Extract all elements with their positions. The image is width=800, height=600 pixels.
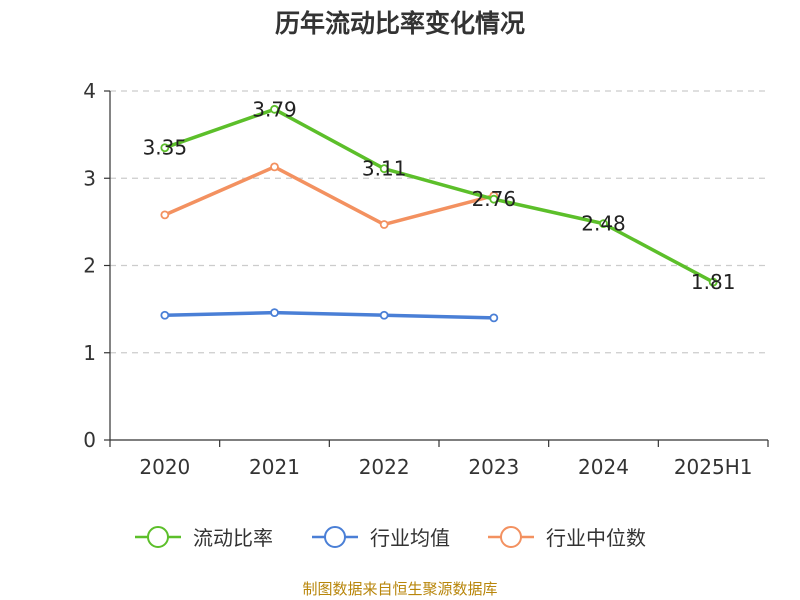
- x-tick-label: 2024: [578, 455, 629, 479]
- axes: 0 1 2 3 4 2020 2021 2022 2023 2024 2025H1: [83, 79, 769, 479]
- legend-item: 流动比率: [135, 526, 273, 550]
- data-label: 2.76: [472, 187, 517, 211]
- y-tick-label: 1: [83, 341, 96, 365]
- y-tick-label: 2: [83, 254, 96, 278]
- data-point: [379, 164, 389, 174]
- data-point: [489, 313, 499, 323]
- data-point: [270, 104, 279, 114]
- data-label: 3.79: [252, 97, 297, 121]
- x-tick-label: 2021: [249, 455, 300, 479]
- legend-marker: [500, 526, 522, 548]
- data-point: [160, 143, 170, 153]
- series: [160, 104, 718, 323]
- series-line: [164, 107, 714, 284]
- legend-label: 流动比率: [193, 526, 273, 550]
- series-line: [164, 310, 494, 320]
- data-labels: 3.35 3.79 3.11 2.76 2.48 1.81: [143, 97, 736, 294]
- series-line: [164, 165, 495, 227]
- data-point: [270, 162, 279, 172]
- legend-label: 行业均值: [370, 526, 450, 550]
- legend: 流动比率 行业均值 行业中位数: [135, 526, 646, 550]
- legend-label: 行业中位数: [546, 526, 646, 550]
- data-label: 2.48: [581, 212, 626, 236]
- source-footer: 制图数据来自恒生聚源数据库: [302, 580, 498, 598]
- data-point: [270, 308, 279, 318]
- legend-marker: [324, 526, 346, 548]
- data-label: 3.35: [143, 136, 188, 160]
- data-point: [489, 194, 499, 204]
- data-point: [379, 310, 389, 320]
- data-point: [160, 210, 170, 220]
- y-tick-label: 0: [83, 428, 96, 452]
- x-tick-label: 2025H1: [674, 455, 753, 479]
- data-point: [708, 277, 718, 287]
- data-point: [160, 310, 170, 320]
- x-tick-label: 2020: [139, 455, 190, 479]
- data-point: [599, 219, 608, 229]
- legend-marker: [147, 526, 169, 548]
- y-tick-label: 4: [83, 79, 96, 103]
- y-tick-label: 3: [83, 166, 96, 190]
- data-label: 3.11: [362, 157, 407, 181]
- data-label: 1.81: [691, 270, 736, 294]
- data-point: [379, 220, 389, 229]
- x-tick-label: 2023: [468, 455, 519, 479]
- x-tick-label: 2022: [359, 455, 410, 479]
- legend-item: 行业均值: [312, 526, 450, 550]
- legend-item: 行业中位数: [488, 526, 646, 550]
- chart-title: 历年流动比率变化情况: [274, 9, 525, 38]
